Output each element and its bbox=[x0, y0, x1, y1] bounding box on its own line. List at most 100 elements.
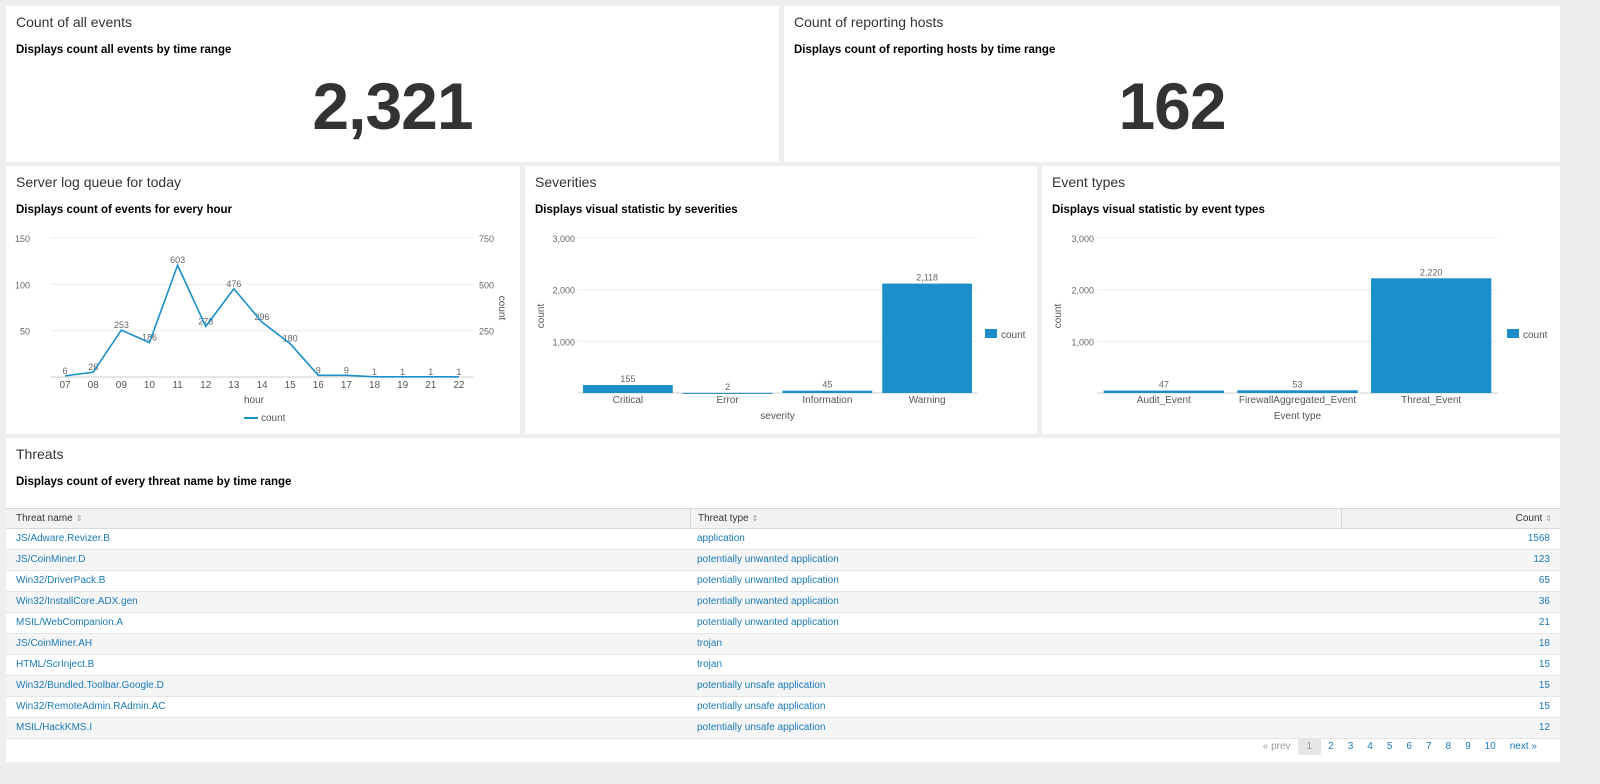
threat-count-link[interactable]: 18 bbox=[1538, 638, 1550, 649]
page-links: 1 2 3 4 5 6 7 8 9 10 bbox=[1297, 738, 1503, 755]
table-row[interactable]: JS/CoinMiner.AH trojan 18 bbox=[6, 634, 1560, 655]
page-link-2[interactable]: 2 bbox=[1328, 741, 1334, 752]
threat-name-link[interactable]: Win32/RemoteAdmin.RAdmin.AC bbox=[16, 701, 166, 712]
panel-title: Count of reporting hosts bbox=[794, 14, 944, 30]
panel-description: Displays count of reporting hosts by tim… bbox=[794, 44, 1056, 56]
x-tick-label: 09 bbox=[116, 380, 128, 391]
data-label: 1 bbox=[456, 367, 461, 377]
panel-title: Server log queue for today bbox=[16, 174, 181, 190]
panel-title: Count of all events bbox=[16, 14, 132, 30]
x-tick-label: Warning bbox=[909, 395, 946, 406]
data-label: 1 bbox=[372, 367, 377, 377]
threat-name-link[interactable]: JS/CoinMiner.D bbox=[16, 554, 86, 565]
panel-description: Displays visual statistic by event types bbox=[1052, 204, 1265, 216]
prev-page-link[interactable]: « prev bbox=[1262, 741, 1291, 752]
table-row[interactable]: JS/CoinMiner.D potentially unwanted appli… bbox=[6, 550, 1560, 571]
threat-type-link[interactable]: potentially unsafe application bbox=[697, 722, 826, 733]
threat-count-link[interactable]: 12 bbox=[1538, 722, 1550, 733]
data-label: 155 bbox=[620, 374, 635, 384]
table-row[interactable]: Win32/DriverPack.B potentially unwanted a… bbox=[6, 571, 1560, 592]
threat-count-link[interactable]: 21 bbox=[1538, 617, 1550, 628]
threat-name-link[interactable]: MSIL/WebCompanion.A bbox=[16, 617, 124, 628]
threat-type-link[interactable]: potentially unwanted application bbox=[697, 617, 839, 628]
table-row[interactable]: Win32/RemoteAdmin.RAdmin.AC potentially u… bbox=[6, 697, 1560, 718]
threat-name-link[interactable]: HTML/ScrInject.B bbox=[16, 659, 95, 670]
event-types-bar-chart[interactable]: 3,000 2,000 1,000 count 47 Audit_Event 53 Firew… bbox=[1042, 166, 1560, 434]
table-row[interactable]: Win32/InstallCore.ADX.gen potentially unw… bbox=[6, 592, 1560, 613]
threat-type-link[interactable]: trojan bbox=[697, 659, 723, 670]
y-tick-label: 50 bbox=[20, 327, 30, 337]
threat-count-link[interactable]: 15 bbox=[1538, 680, 1550, 691]
bar-warning bbox=[882, 283, 973, 393]
pagination: « prev 1 2 3 4 5 6 7 8 9 10 next » bbox=[1256, 738, 1544, 755]
threat-count-link[interactable]: 36 bbox=[1538, 596, 1550, 607]
threat-type-link[interactable]: potentially unwanted application bbox=[697, 596, 839, 607]
page-link-8[interactable]: 8 bbox=[1445, 741, 1452, 752]
bar-firewallaggregated_event bbox=[1237, 390, 1358, 393]
x-tick-label: 08 bbox=[88, 380, 100, 391]
y2-axis-title: count bbox=[496, 296, 507, 321]
severities-bar-chart[interactable]: 3,000 2,000 1,000 count 155 Critical 2 Error 45 I… bbox=[525, 166, 1037, 434]
threat-name-link[interactable]: MSIL/HackKMS.I bbox=[16, 722, 93, 733]
page-link-10[interactable]: 10 bbox=[1484, 741, 1496, 752]
x-tick-label: 22 bbox=[453, 380, 465, 391]
threat-count-link[interactable]: 15 bbox=[1538, 701, 1550, 712]
threat-type-link[interactable]: potentially unwanted application bbox=[697, 575, 839, 586]
threat-type-link[interactable]: potentially unwanted application bbox=[697, 554, 839, 565]
x-tick-label: 11 bbox=[172, 380, 183, 391]
threat-name-link[interactable]: Win32/Bundled.Toolbar.Google.D bbox=[16, 680, 164, 691]
x-tick-label: 13 bbox=[228, 380, 240, 391]
table-row[interactable]: Win32/Bundled.Toolbar.Google.D potentiall… bbox=[6, 676, 1560, 697]
table-row[interactable]: JS/Adware.Revizer.B application 1568 bbox=[6, 529, 1560, 550]
page-link-6[interactable]: 6 bbox=[1406, 741, 1412, 752]
page-link-4[interactable]: 4 bbox=[1367, 741, 1373, 752]
page-link-7[interactable]: 7 bbox=[1425, 741, 1432, 752]
y2-tick-label: 750 bbox=[479, 234, 494, 244]
threat-type-link[interactable]: application bbox=[697, 533, 745, 544]
sort-icon: ⇕ bbox=[1545, 514, 1552, 523]
next-page-link[interactable]: next » bbox=[1509, 741, 1537, 752]
threat-name-link[interactable]: Win32/InstallCore.ADX.gen bbox=[16, 596, 138, 607]
events-count-value: 2,321 bbox=[312, 69, 473, 143]
data-label: 1 bbox=[428, 367, 433, 377]
panel-description: Displays count of events for every hour bbox=[16, 204, 233, 216]
data-label: 53 bbox=[1292, 379, 1302, 389]
y-tick-label: 1,000 bbox=[552, 337, 575, 347]
threat-type-link[interactable]: trojan bbox=[697, 638, 723, 649]
data-label: 253 bbox=[114, 320, 129, 330]
threat-count-link[interactable]: 15 bbox=[1538, 659, 1550, 670]
x-tick-label: 21 bbox=[425, 380, 437, 391]
threat-type-link[interactable]: potentially unsafe application bbox=[697, 701, 826, 712]
sort-icon: ⇕ bbox=[751, 514, 759, 523]
threat-type-link[interactable]: potentially unsafe application bbox=[697, 680, 826, 691]
threat-count-link[interactable]: 123 bbox=[1533, 554, 1550, 565]
table-row[interactable]: HTML/ScrInject.B trojan 15 bbox=[6, 655, 1560, 676]
threat-name-link[interactable]: JS/Adware.Revizer.B bbox=[16, 533, 110, 544]
page-link-3[interactable]: 3 bbox=[1347, 741, 1354, 752]
column-header-count[interactable]: Count ⇕ bbox=[1341, 509, 1552, 528]
column-header-threat-type[interactable]: Threat type ⇕ bbox=[690, 509, 758, 528]
x-tick-label: 19 bbox=[397, 380, 409, 391]
x-tick-label: Error bbox=[717, 395, 740, 406]
threat-name-link[interactable]: Win32/DriverPack.B bbox=[16, 575, 106, 586]
x-tick-label: Critical bbox=[613, 395, 644, 406]
threat-count-link[interactable]: 1568 bbox=[1527, 533, 1550, 544]
table-row[interactable]: MSIL/HackKMS.I potentially unsafe applica… bbox=[6, 718, 1560, 739]
page-link-1[interactable]: 1 bbox=[1297, 738, 1322, 755]
threat-count-link[interactable]: 65 bbox=[1538, 575, 1550, 586]
data-label: 9 bbox=[344, 365, 349, 375]
table-row[interactable]: MSIL/WebCompanion.A potentially unwanted … bbox=[6, 613, 1560, 634]
threat-name-link[interactable]: JS/CoinMiner.AH bbox=[16, 638, 93, 649]
panel-title: Severities bbox=[535, 174, 597, 190]
data-label: 6 bbox=[63, 366, 68, 376]
x-tick-label: 14 bbox=[256, 380, 268, 391]
page-link-9[interactable]: 9 bbox=[1465, 741, 1471, 752]
y-axis-title: count bbox=[536, 304, 547, 329]
legend-label: count bbox=[1523, 330, 1548, 341]
page-link-5[interactable]: 5 bbox=[1386, 741, 1393, 752]
legend-swatch bbox=[1507, 329, 1519, 338]
column-header-threat-name[interactable]: Threat name ⇕ bbox=[16, 513, 83, 524]
x-tick-label: Audit_Event bbox=[1137, 395, 1191, 406]
x-axis-title: hour bbox=[244, 395, 265, 406]
